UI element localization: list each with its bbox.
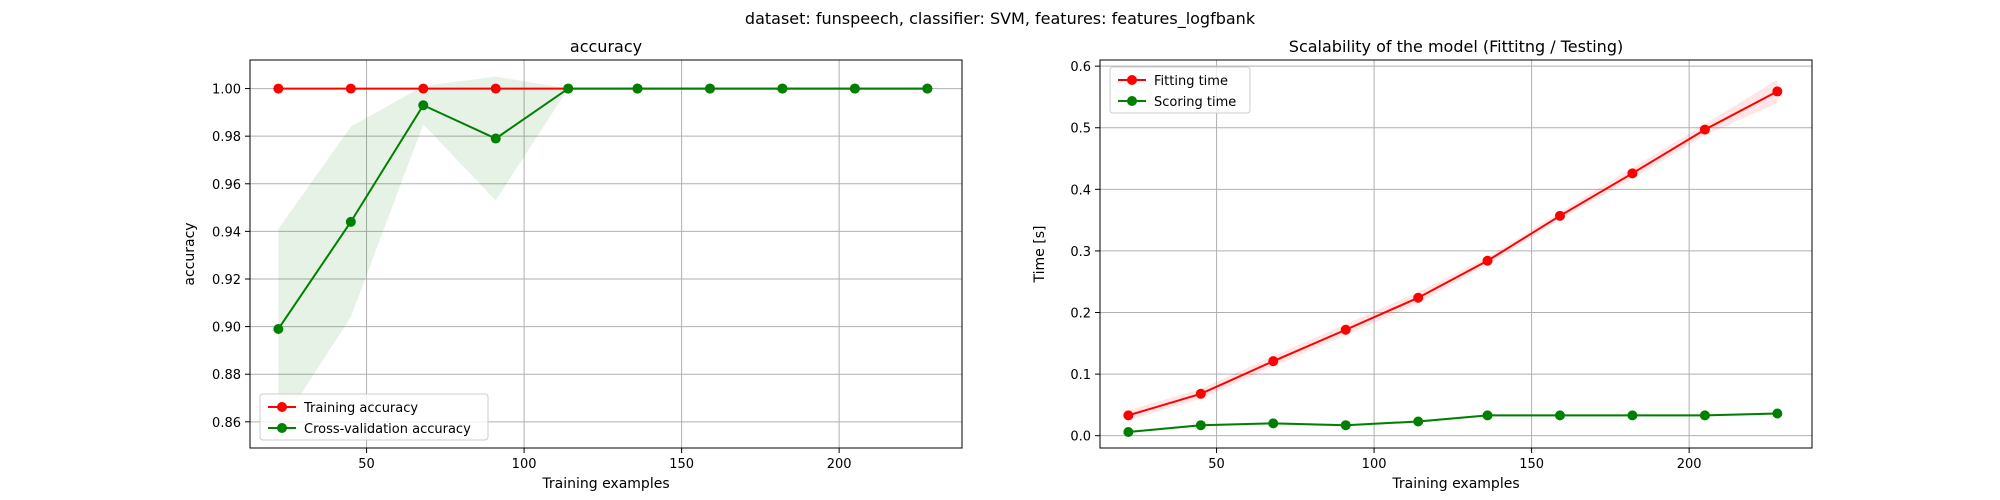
x-axis-label: Training examples [541,476,669,492]
x-tick-label: 200 [827,457,852,472]
data-point [1195,388,1206,399]
data-point [1340,420,1351,431]
y-tick-label: 0.6 [1070,60,1091,75]
data-point [1268,418,1279,429]
legend-marker [277,423,287,433]
y-axis-label: Time [s] [1032,226,1048,284]
series-line-1 [1128,412,1778,433]
x-tick-label: 50 [1208,457,1225,472]
data-point [418,83,429,94]
data-point [1772,86,1783,97]
legend-marker [277,402,287,412]
data-point [777,83,788,94]
subplot-title: accuracy [570,37,642,56]
y-tick-label: 0.0 [1070,430,1091,445]
y-tick-label: 1.00 [212,83,241,98]
y-axis-label: accuracy [182,222,198,285]
data-point [922,83,933,94]
axes-frame [1099,59,1813,449]
x-tick-label: 150 [1519,457,1544,472]
y-tick-label: 0.94 [212,225,241,240]
subplot-title: Scalability of the model (Fittitng / Tes… [1289,37,1623,56]
series-line-1 [277,87,928,330]
y-tick-label: 0.96 [212,178,241,193]
data-point [1268,356,1279,367]
legend-label: Training accuracy [303,401,418,416]
data-point [1627,410,1638,421]
legend-marker [1127,96,1137,106]
x-tick-label: 100 [1362,457,1387,472]
data-point [273,83,284,94]
data-point [563,83,574,94]
legend-label: Cross-validation accuracy [304,422,471,437]
y-tick-label: 0.90 [212,321,241,336]
data-point [1627,168,1638,179]
data-point [1554,210,1565,221]
x-tick-label: 100 [512,457,537,472]
legend: Fitting time Scoring time [1109,66,1251,114]
y-tick-label: 0.4 [1070,183,1091,198]
data-point [345,83,356,94]
y-tick-label: 0.98 [212,130,241,145]
legend-label: Fitting time [1154,74,1228,89]
data-point [1123,426,1134,437]
data-point [1482,255,1493,266]
legend-box [259,393,489,441]
y-tick-label: 0.5 [1070,122,1091,137]
data-point [418,100,429,111]
data-point [1772,408,1783,419]
accuracy-subplot: 50 100 150 200 0.86 0.88 0.90 0.92 0.94 0.96 0.98 1… [182,37,963,492]
series-line-0 [1128,90,1778,417]
scalability-subplot: 50 100 150 200 0.0 0.1 0.2 0.3 0.4 0.5 0.6 Scalabil… [1032,37,1813,492]
data-point [1195,420,1206,431]
data-point [632,83,643,94]
series-band-1 [278,76,928,429]
data-point [1123,410,1134,421]
y-tick-label: 0.3 [1070,245,1091,260]
y-tick-label: 0.1 [1070,368,1091,383]
y-tick-label: 0.86 [212,416,241,431]
data-point [490,83,501,94]
data-point [1482,410,1493,421]
data-point [1340,324,1351,335]
x-tick-label: 50 [358,457,375,472]
data-point [1699,124,1710,135]
legend-marker [1127,75,1137,85]
data-point [273,323,284,334]
y-tick-label: 0.88 [212,368,241,383]
data-point [704,83,715,94]
figure-suptitle: dataset: funspeech, classifier: SVM, fea… [745,9,1256,29]
data-point [1554,410,1565,421]
data-point [1699,410,1710,421]
y-tick-label: 0.92 [212,273,241,288]
data-point [1413,416,1424,427]
y-tick-label: 0.2 [1070,307,1091,322]
x-tick-label: 150 [669,457,694,472]
axes-frame [249,59,963,449]
data-point [345,216,356,227]
x-tick-label: 200 [1677,457,1702,472]
data-point [490,133,501,144]
series-band-0 [1128,79,1778,421]
data-point [1413,292,1424,303]
legend: Training accuracy Cross-validation accura… [259,393,489,441]
legend-label: Scoring time [1154,95,1236,110]
x-axis-label: Training examples [1391,476,1519,492]
data-point [849,83,860,94]
